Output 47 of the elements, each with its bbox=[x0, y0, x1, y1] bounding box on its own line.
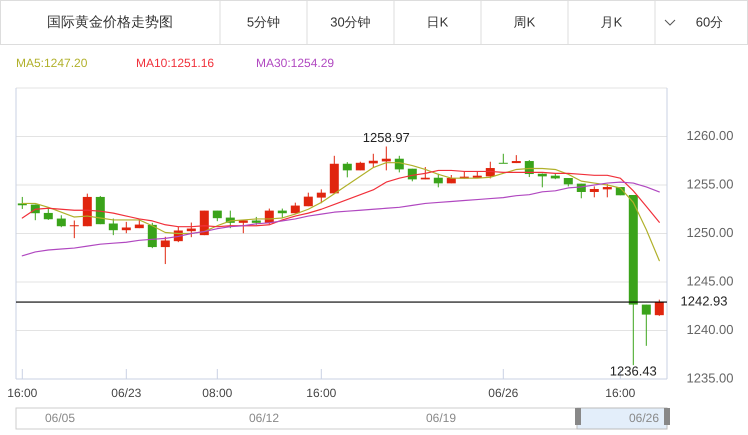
chart-title: 国际黄金价格走势图 bbox=[47, 14, 173, 30]
candlestick bbox=[382, 146, 391, 171]
candlestick bbox=[278, 208, 287, 218]
candlestick bbox=[498, 153, 508, 164]
candlestick bbox=[538, 172, 547, 188]
candlestick bbox=[434, 173, 443, 188]
x-tick-label: 16:00 bbox=[306, 386, 337, 400]
y-tick-label: 1260.00 bbox=[686, 128, 734, 143]
candlestick bbox=[590, 186, 599, 198]
annotation: 1236.43 bbox=[610, 363, 657, 378]
candlestick bbox=[212, 210, 222, 222]
x-tick-label: 08:00 bbox=[202, 386, 233, 400]
candlestick bbox=[44, 207, 53, 220]
text: MA5:1247.20 bbox=[16, 56, 88, 70]
navigator: 06/05 06/12 06/19 06/26 bbox=[16, 408, 670, 430]
candlestick bbox=[56, 214, 66, 228]
text: MA10:1251.16 bbox=[136, 56, 214, 70]
line-series bbox=[22, 181, 660, 256]
candlestick bbox=[316, 188, 326, 204]
candlestick bbox=[342, 162, 352, 178]
y-tick-label: 1235.00 bbox=[686, 370, 734, 386]
x-tick-label: 06/26 bbox=[488, 386, 519, 400]
x-tick-label: 16:00 bbox=[605, 386, 636, 400]
x-tick-label: 16:00 bbox=[7, 386, 38, 400]
candlestick bbox=[602, 184, 612, 198]
candlestick bbox=[304, 192, 313, 207]
candlestick bbox=[18, 196, 27, 210]
y-tick-label: 1255.00 bbox=[686, 176, 734, 192]
candlestick bbox=[238, 220, 248, 234]
y-tick-label: 1250.00 bbox=[686, 224, 734, 240]
header: 国际黄金价格走势图 5分钟 30分钟 日K 周K 月K 60分 bbox=[0, 0, 748, 45]
candlestick bbox=[70, 220, 79, 239]
y-tick-label: 1240.00 bbox=[686, 322, 734, 337]
candlestick bbox=[160, 236, 170, 265]
candlestick bbox=[186, 222, 196, 238]
y-tick-label: 1245.00 bbox=[686, 273, 734, 288]
candlestick bbox=[108, 218, 118, 236]
candlestick bbox=[654, 299, 664, 316]
candlestick bbox=[122, 221, 131, 234]
ref-line-label: 1242.93 bbox=[680, 294, 728, 309]
x-tick-label: 06/23 bbox=[111, 386, 142, 400]
candlestick bbox=[420, 166, 430, 180]
candlestick bbox=[642, 304, 651, 346]
candlestick bbox=[368, 153, 378, 168]
candlestick bbox=[148, 222, 157, 249]
annotation: 1258.97 bbox=[362, 130, 410, 145]
text: MA30:1254.29 bbox=[256, 56, 334, 70]
